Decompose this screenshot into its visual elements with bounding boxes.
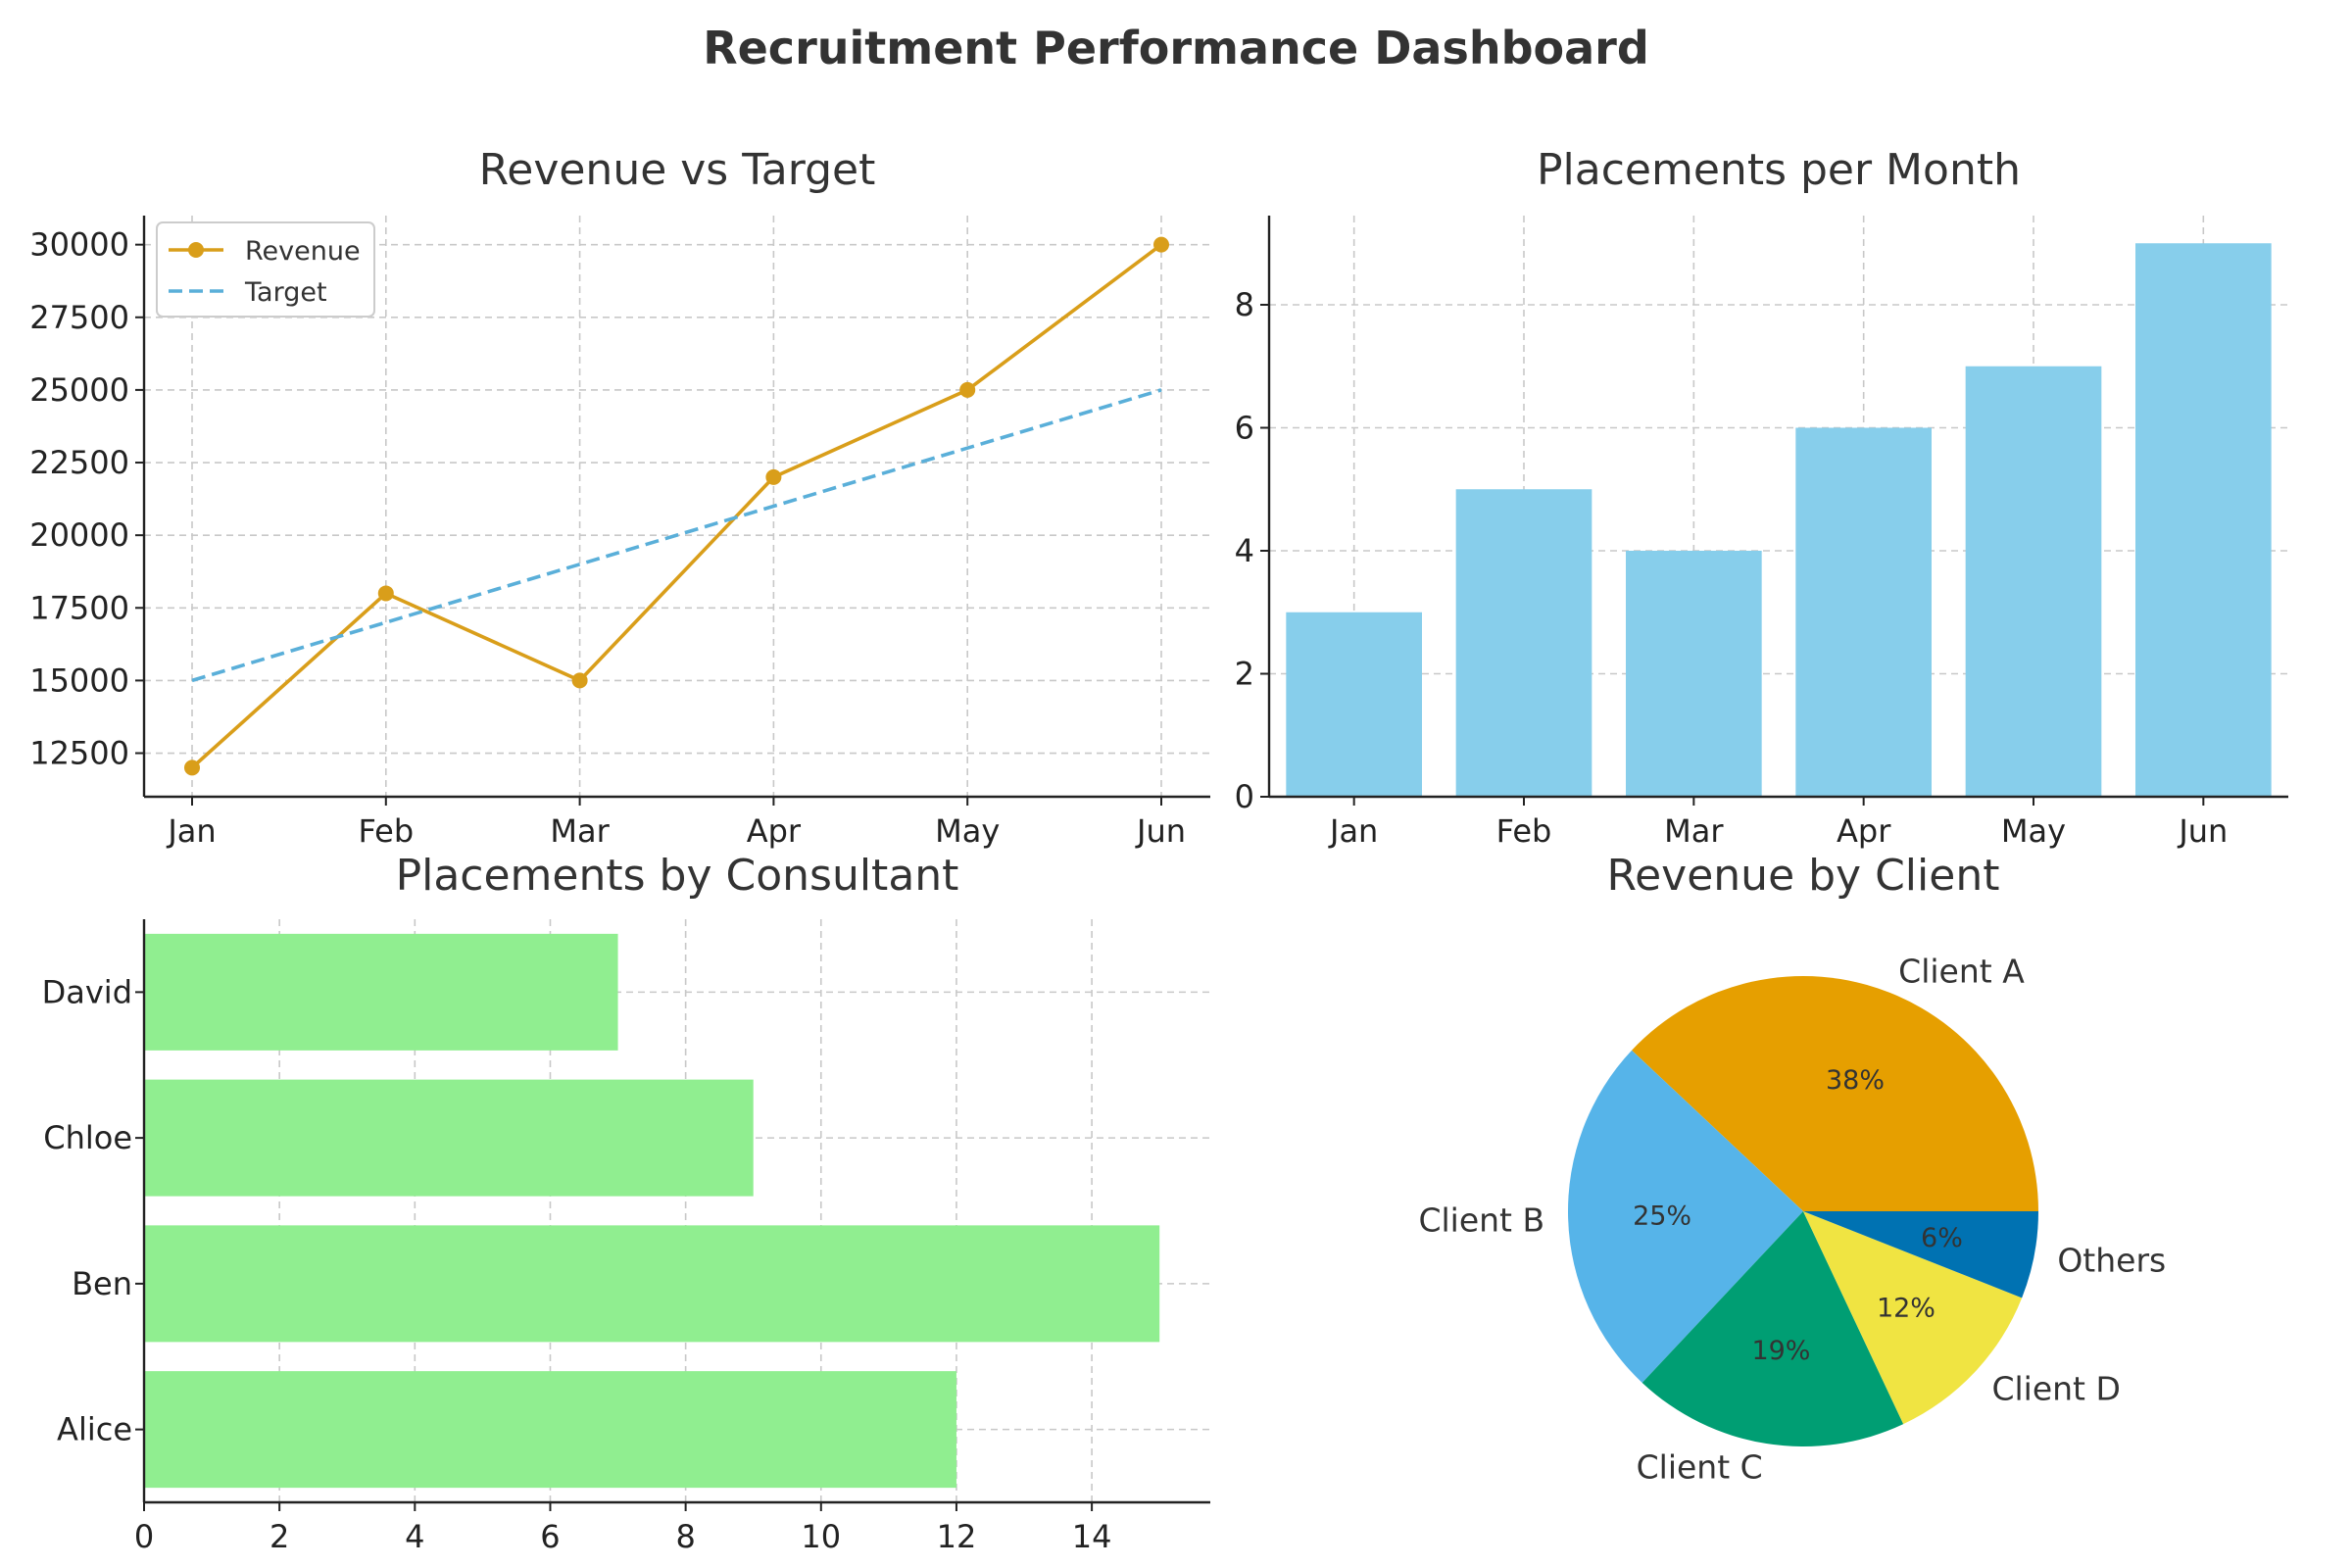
x-tick-label: Jan xyxy=(166,812,216,850)
pie-slice-label: Client D xyxy=(1991,1370,2120,1408)
legend-label-target: Target xyxy=(244,277,327,308)
revenue-by-client-chart: Revenue by Client 38% Client A 25% Client B 1… xyxy=(1418,851,2166,1487)
x-tick-label: Jan xyxy=(1328,812,1378,850)
data-point-revenue xyxy=(377,585,394,602)
pie-slice-label: Client C xyxy=(1637,1448,1763,1487)
chart-title: Placements by Consultant xyxy=(396,851,959,901)
chart-title: Revenue by Client xyxy=(1607,851,2000,901)
dashboard-title: Recruitment Performance Dashboard xyxy=(703,22,1649,74)
pie-slice-others xyxy=(1803,1211,2038,1298)
x-tick-label: 6 xyxy=(540,1518,560,1555)
x-tick-label: Feb xyxy=(358,812,414,850)
pie-percent-label: 19% xyxy=(1751,1336,1810,1366)
data-point-revenue xyxy=(765,468,782,485)
x-tick-label: Jun xyxy=(2177,812,2228,850)
legend-marker xyxy=(188,242,204,258)
y-tick-label: 15000 xyxy=(29,662,129,699)
chart-title: Revenue vs Target xyxy=(479,145,876,195)
bar-feb xyxy=(1455,489,1592,797)
y-tick-label: 2 xyxy=(1235,655,1254,692)
x-tick-label: May xyxy=(935,812,1000,850)
y-tick-label: 30000 xyxy=(29,226,129,264)
legend-label-revenue: Revenue xyxy=(245,236,361,267)
y-tick-label: 0 xyxy=(1235,778,1254,815)
bar-may xyxy=(1965,366,2102,797)
chart-title: Placements per Month xyxy=(1537,145,2021,195)
bar-apr xyxy=(1795,427,1932,797)
x-tick-label: 0 xyxy=(134,1518,154,1555)
y-tick-label: 6 xyxy=(1235,409,1254,446)
y-tick-label: 8 xyxy=(1235,286,1254,323)
bar-david xyxy=(144,933,618,1051)
data-point-revenue xyxy=(184,760,200,776)
y-tick-label: 17500 xyxy=(29,589,129,626)
pie-percent-label: 12% xyxy=(1877,1294,1936,1324)
x-tick-label: 4 xyxy=(405,1518,424,1555)
x-tick-label: May xyxy=(2001,812,2066,850)
y-tick-label: Ben xyxy=(72,1265,132,1302)
data-point-revenue xyxy=(959,381,976,398)
y-tick-label: 22500 xyxy=(29,444,129,481)
x-tick-label: 10 xyxy=(801,1518,841,1555)
pie-slice-client-a xyxy=(1632,976,2038,1211)
x-tick-label: Apr xyxy=(1837,812,1891,850)
x-tick-label: Mar xyxy=(1664,812,1724,850)
y-tick-label: 4 xyxy=(1235,532,1254,569)
placements-per-month-chart: Placements per Month 0 2 4 6 8 Jan Feb Mar Apr May… xyxy=(1235,145,2288,850)
pie-percent-label: 25% xyxy=(1633,1201,1691,1232)
y-tick-label: 20000 xyxy=(29,516,129,554)
y-tick-label: Chloe xyxy=(43,1119,132,1156)
bar-mar xyxy=(1626,550,1762,797)
pie-percent-label: 38% xyxy=(1826,1065,1885,1096)
y-tick-label: 12500 xyxy=(29,735,129,772)
pie-slice-client-b xyxy=(1568,1050,1803,1383)
y-tick-label: Alice xyxy=(57,1411,132,1448)
x-tick-label: Mar xyxy=(550,812,610,850)
legend-box xyxy=(156,221,375,318)
x-tick-label: Jun xyxy=(1135,812,1186,850)
bar-alice xyxy=(144,1371,956,1489)
bar-chloe xyxy=(144,1079,754,1197)
y-tick-label: David xyxy=(42,973,132,1010)
revenue-vs-target-chart: Revenue vs Target 12500 15000 17500 20000 225… xyxy=(29,145,1210,850)
pie-slice-label: Client B xyxy=(1418,1200,1544,1239)
data-point-revenue xyxy=(571,672,588,689)
bar-jun xyxy=(2135,243,2272,797)
y-tick-label: 25000 xyxy=(29,371,129,409)
series-line-target xyxy=(191,388,1162,683)
data-point-revenue xyxy=(1153,236,1169,253)
x-tick-label: 12 xyxy=(937,1518,977,1555)
pie-slice-label: Client A xyxy=(1898,953,2025,991)
pie-slice-label: Others xyxy=(2057,1241,2166,1279)
x-tick-label: 14 xyxy=(1072,1518,1112,1555)
bar-jan xyxy=(1286,612,1422,797)
pie-slice-client-c xyxy=(1642,1211,1904,1446)
bar-ben xyxy=(144,1225,1160,1343)
x-tick-label: Apr xyxy=(747,812,802,850)
series-line-revenue xyxy=(190,243,1163,769)
x-tick-label: Feb xyxy=(1496,812,1552,850)
placements-by-consultant-chart: Placements by Consultant 0 2 4 6 8 10 12 14 Alice… xyxy=(42,851,1210,1555)
x-tick-label: 2 xyxy=(270,1518,289,1555)
y-tick-label: 27500 xyxy=(29,299,129,336)
x-tick-label: 8 xyxy=(675,1518,695,1555)
pie-percent-label: 6% xyxy=(1921,1223,1963,1253)
pie-slice-client-d xyxy=(1803,1211,2023,1425)
